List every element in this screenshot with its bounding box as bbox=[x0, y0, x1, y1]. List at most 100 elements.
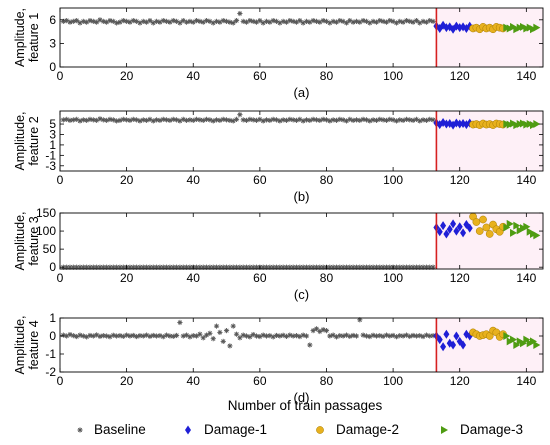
data-point bbox=[110, 332, 116, 338]
data-point bbox=[247, 116, 253, 122]
data-point bbox=[154, 117, 160, 123]
data-point bbox=[460, 228, 467, 238]
data-point bbox=[290, 117, 296, 123]
x-tick-label: 20 bbox=[120, 173, 134, 187]
x-tick-label: 60 bbox=[253, 271, 267, 285]
x-tick-label: 100 bbox=[383, 173, 403, 187]
panel-caption: (b) bbox=[294, 189, 310, 204]
x-tick-label: 80 bbox=[320, 374, 334, 388]
axes-frame bbox=[59, 110, 544, 172]
y-tick-label: -2 bbox=[45, 365, 56, 379]
data-point bbox=[270, 116, 276, 122]
legend-marker-damage-1 bbox=[185, 425, 191, 435]
x-tick-label: 140 bbox=[516, 271, 536, 285]
data-point bbox=[193, 116, 200, 122]
data-point bbox=[446, 119, 453, 129]
data-point bbox=[377, 333, 383, 339]
data-point bbox=[270, 264, 276, 270]
x-tick-label: 40 bbox=[187, 173, 201, 187]
x-tick-label: 20 bbox=[120, 271, 134, 285]
data-point bbox=[407, 117, 413, 123]
legend-label-damage-3: Damage-3 bbox=[460, 422, 523, 437]
x-tick-label: 80 bbox=[320, 69, 334, 83]
data-point bbox=[533, 231, 541, 240]
x-tick-label: 0 bbox=[57, 69, 64, 83]
data-point bbox=[263, 117, 270, 123]
data-point bbox=[233, 331, 240, 337]
data-point bbox=[170, 116, 176, 122]
y-tick-label: 0 bbox=[49, 60, 56, 74]
data-point bbox=[353, 333, 360, 339]
data-point bbox=[307, 342, 313, 348]
x-axis-label: Number of train passages bbox=[228, 398, 383, 413]
data-point bbox=[114, 118, 120, 124]
data-point bbox=[283, 264, 290, 270]
data-point bbox=[370, 117, 376, 123]
data-point bbox=[187, 117, 193, 123]
data-point bbox=[436, 335, 443, 345]
data-point bbox=[453, 226, 460, 236]
x-tick-label: 0 bbox=[57, 173, 64, 187]
data-point bbox=[523, 222, 531, 231]
series-damage-3 bbox=[503, 22, 541, 34]
data-point bbox=[213, 117, 220, 123]
data-point bbox=[410, 332, 416, 339]
data-point bbox=[257, 17, 263, 24]
data-point bbox=[107, 116, 113, 122]
data-point bbox=[240, 117, 246, 123]
data-point bbox=[430, 333, 436, 339]
data-point bbox=[513, 221, 521, 230]
data-point bbox=[137, 333, 143, 339]
data-point bbox=[350, 117, 356, 123]
data-point bbox=[397, 18, 403, 24]
data-point bbox=[227, 117, 233, 123]
series-damage-3 bbox=[503, 119, 541, 130]
y-tick-label: 6 bbox=[49, 13, 56, 27]
data-point bbox=[337, 116, 343, 122]
data-point bbox=[440, 221, 447, 231]
y-tick-label: 0 bbox=[49, 260, 56, 274]
data-point bbox=[197, 117, 203, 123]
data-point bbox=[417, 333, 423, 339]
data-point bbox=[163, 332, 170, 338]
data-point bbox=[510, 228, 518, 237]
data-point bbox=[227, 343, 233, 349]
data-point bbox=[353, 117, 360, 123]
series-damage-1 bbox=[433, 117, 473, 130]
data-point bbox=[443, 329, 450, 339]
data-point bbox=[533, 23, 541, 32]
data-point bbox=[343, 20, 350, 26]
legend-label-damage-1: Damage-1 bbox=[204, 422, 267, 437]
data-point bbox=[347, 264, 353, 270]
series-baseline bbox=[60, 112, 436, 124]
data-point bbox=[446, 224, 453, 234]
x-tick-label: 120 bbox=[450, 173, 470, 187]
data-point bbox=[503, 332, 511, 340]
data-point bbox=[510, 335, 518, 344]
x-tick-label: 140 bbox=[516, 69, 536, 83]
data-point bbox=[450, 340, 457, 350]
data-point bbox=[223, 18, 230, 24]
panel-4: 0 20 40 60 80 100 120 140-2-101Amplitude,featur… bbox=[13, 311, 544, 405]
y-axis-label: Amplitude,feature 4 bbox=[13, 315, 41, 374]
series-damage-2 bbox=[469, 23, 507, 34]
data-point bbox=[310, 116, 316, 122]
x-tick-label: 40 bbox=[187, 69, 201, 83]
y-tick-label: 100 bbox=[36, 224, 56, 238]
data-point bbox=[387, 116, 393, 122]
data-point bbox=[466, 223, 473, 233]
data-point bbox=[323, 328, 330, 334]
data-point bbox=[456, 222, 463, 232]
series-baseline bbox=[60, 317, 436, 349]
series-damage-1 bbox=[433, 20, 473, 34]
panels: 0 20 40 60 80 100 120 140 0 3 6 Amplitude,feature 1… bbox=[13, 7, 544, 405]
data-point bbox=[443, 229, 450, 239]
legend-item-baseline: Baseline bbox=[77, 422, 146, 437]
y-axis-label: Amplitude,feature 1 bbox=[13, 8, 41, 67]
damage-region bbox=[436, 8, 543, 67]
y-tick-label: 3 bbox=[49, 36, 56, 50]
data-point bbox=[273, 332, 280, 339]
x-tick-label: 100 bbox=[383, 374, 403, 388]
data-point bbox=[210, 336, 216, 342]
